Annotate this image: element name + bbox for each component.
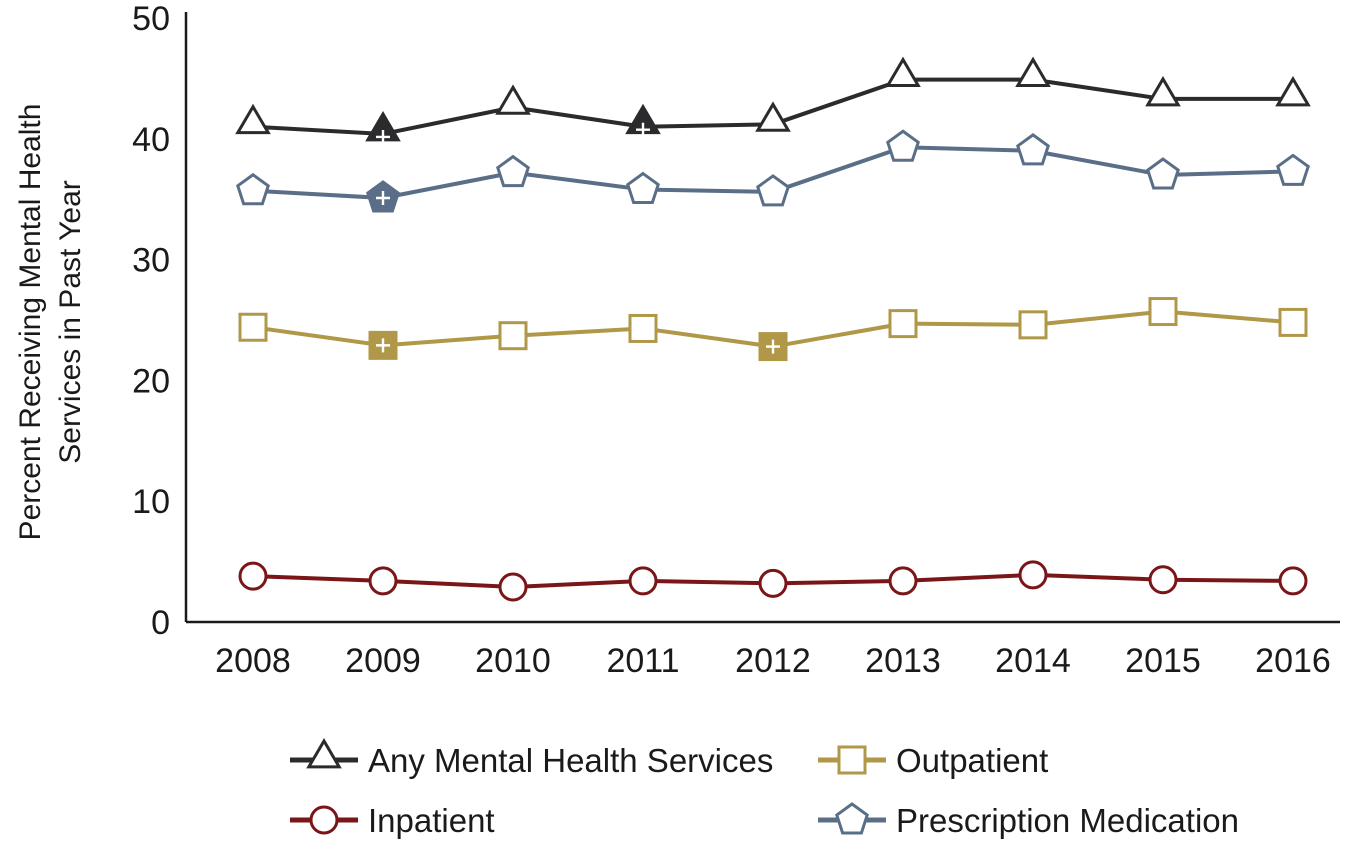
significance-plus-icon xyxy=(376,129,390,144)
series-layer xyxy=(235,56,1311,602)
legend-item: Outpatient xyxy=(818,742,1048,779)
y-tick-label: 20 xyxy=(132,362,170,400)
x-tick-label: 2014 xyxy=(995,642,1071,680)
significance-plus-icon xyxy=(376,190,390,205)
series-square xyxy=(238,297,1308,362)
y-axis-label-line: Services in Past Year xyxy=(54,180,87,464)
data-point-marker xyxy=(368,330,398,360)
x-tick-label: 2008 xyxy=(215,642,291,680)
axes: 0 10 20 30 40 50 2008 2009 2010 2011 2012 2013 2014 2… xyxy=(132,0,1340,680)
legend-item: Prescription Medication xyxy=(818,802,1239,839)
legend-label: Outpatient xyxy=(896,742,1048,779)
data-point-marker xyxy=(626,171,660,204)
data-point-marker xyxy=(1145,75,1181,107)
series-circle xyxy=(238,560,1308,602)
legend-item: Inpatient xyxy=(290,802,495,839)
legend-marker xyxy=(309,805,339,835)
data-point-marker xyxy=(1278,307,1308,337)
data-point-marker xyxy=(1276,153,1310,186)
data-point-marker xyxy=(886,129,920,162)
data-point-marker xyxy=(888,566,918,596)
data-point-marker xyxy=(498,572,528,602)
y-axis-label: Percent Receiving Mental Health Services … xyxy=(14,104,87,541)
x-tick-label: 2009 xyxy=(345,642,421,680)
y-tick-label: 50 xyxy=(132,0,170,38)
series-pentagon xyxy=(236,129,1310,213)
y-tick-label: 30 xyxy=(132,242,170,280)
data-point-marker xyxy=(1275,75,1311,107)
data-point-marker xyxy=(1018,560,1048,590)
x-tick-label: 2011 xyxy=(606,642,679,680)
legend-label: Any Mental Health Services xyxy=(368,742,773,779)
data-point-marker xyxy=(758,568,788,598)
x-tick-label: 2016 xyxy=(1255,642,1331,680)
data-point-marker xyxy=(888,309,918,339)
legend-marker xyxy=(837,745,867,775)
data-point-marker xyxy=(1278,566,1308,596)
data-point-marker xyxy=(628,313,658,343)
legend-marker xyxy=(835,802,869,835)
data-point-marker xyxy=(1146,157,1180,190)
data-point-marker xyxy=(498,321,528,351)
data-point-marker xyxy=(238,312,268,342)
x-tick-label: 2013 xyxy=(865,642,941,680)
data-point-marker xyxy=(1018,310,1048,340)
data-point-marker xyxy=(1148,297,1178,327)
data-point-marker xyxy=(235,103,271,135)
legend-label: Prescription Medication xyxy=(896,802,1239,839)
data-point-marker xyxy=(755,101,791,132)
x-tick-label: 2015 xyxy=(1125,642,1201,680)
x-tick-label: 2010 xyxy=(475,642,551,680)
significance-plus-icon xyxy=(636,122,650,137)
legend-item: Any Mental Health Services xyxy=(290,738,773,779)
legend: Any Mental Health Services Outpatient Inpa… xyxy=(290,738,1239,839)
data-point-marker xyxy=(368,566,398,596)
y-tick-label: 10 xyxy=(132,483,170,521)
y-tick-label: 40 xyxy=(132,121,170,159)
y-tick-label: 0 xyxy=(151,604,170,642)
significance-plus-icon xyxy=(766,339,780,354)
data-point-marker xyxy=(238,561,268,591)
data-point-marker xyxy=(628,566,658,596)
data-point-marker xyxy=(236,172,270,206)
data-point-marker xyxy=(1148,565,1178,595)
series-triangle xyxy=(235,56,1311,144)
data-point-marker xyxy=(756,174,790,207)
legend-marker xyxy=(306,738,342,769)
significance-plus-icon xyxy=(376,338,390,353)
data-point-marker xyxy=(1015,56,1051,88)
data-point-marker xyxy=(885,56,921,88)
y-axis-label-line: Percent Receiving Mental Health xyxy=(14,104,47,541)
x-tick-label: 2012 xyxy=(735,642,811,680)
data-point-marker xyxy=(1016,133,1050,166)
legend-label: Inpatient xyxy=(368,802,495,839)
data-point-marker xyxy=(495,84,531,115)
data-point-marker xyxy=(496,154,530,188)
